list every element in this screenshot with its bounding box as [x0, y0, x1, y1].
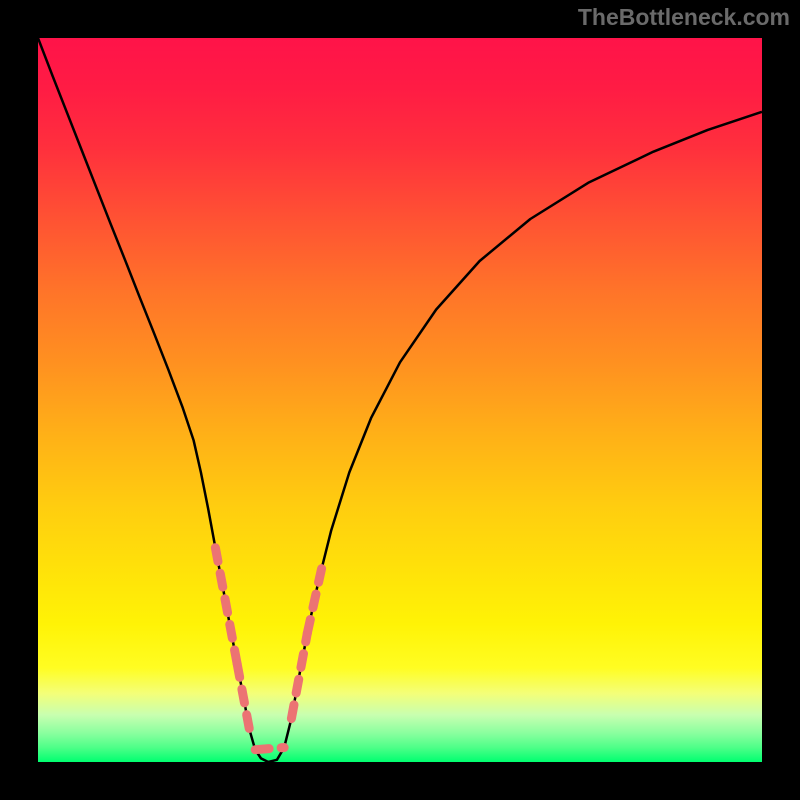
highlight-segment	[215, 548, 237, 664]
highlight-segment	[291, 633, 307, 718]
plot-area	[38, 38, 762, 762]
highlight-segment	[237, 664, 249, 730]
curve-layer	[38, 38, 762, 762]
highlight-segment	[307, 558, 324, 633]
highlight-segment	[255, 748, 284, 750]
watermark-text: TheBottleneck.com	[578, 4, 790, 31]
chart-container: TheBottleneck.com	[0, 0, 800, 800]
main-curve	[38, 38, 762, 762]
